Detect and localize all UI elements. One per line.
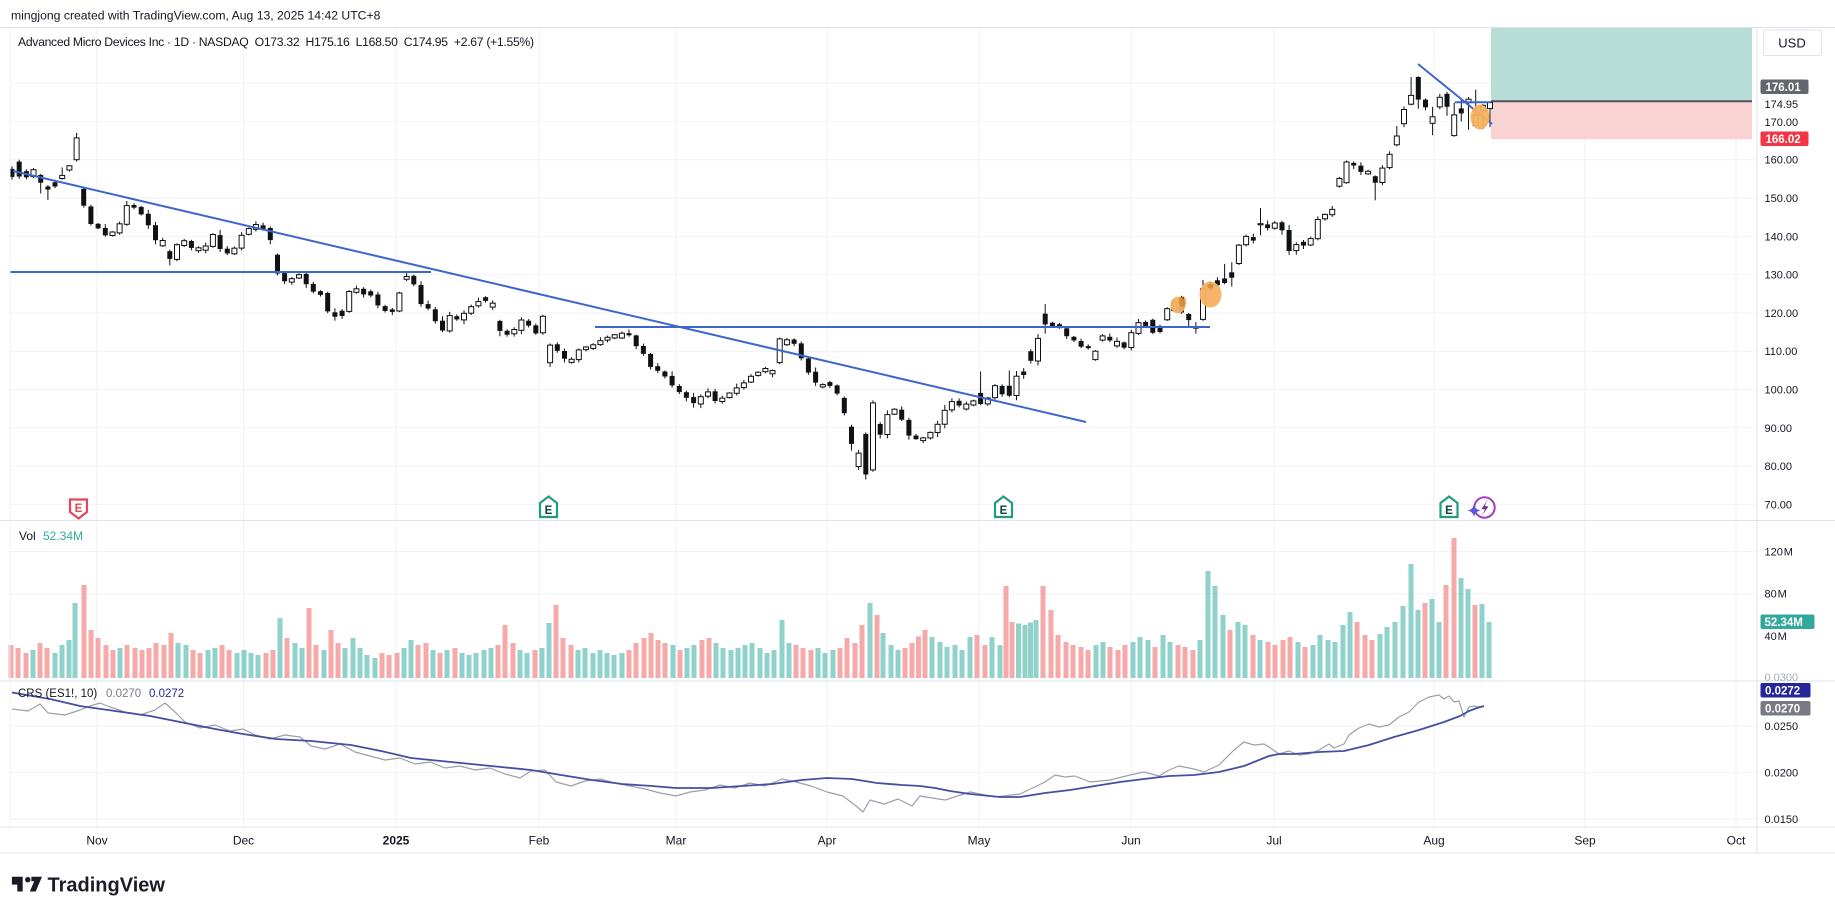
svg-text:0.0272: 0.0272 (1765, 686, 1800, 698)
svg-text:TradingView: TradingView (48, 875, 166, 897)
svg-text:80.00: 80.00 (1765, 461, 1793, 473)
svg-text:Jul: Jul (1266, 834, 1281, 848)
svg-text:110.00: 110.00 (1765, 346, 1798, 358)
svg-text:166.02: 166.02 (1766, 134, 1801, 146)
svg-text:120.00: 120.00 (1765, 308, 1799, 320)
svg-text:140.00: 140.00 (1765, 231, 1799, 243)
svg-text:0.0272: 0.0272 (149, 688, 184, 700)
svg-text:E: E (1000, 505, 1008, 517)
svg-text:2025: 2025 (383, 834, 410, 848)
svg-text:70.00: 70.00 (1765, 499, 1793, 511)
svg-text:150.00: 150.00 (1765, 193, 1799, 205)
svg-text:0.0270: 0.0270 (106, 688, 141, 700)
svg-text:0.0250: 0.0250 (1765, 721, 1799, 733)
svg-text:Apr: Apr (818, 834, 837, 848)
svg-text:0.0200: 0.0200 (1765, 768, 1799, 780)
svg-text:E: E (545, 505, 553, 517)
svg-text:Feb: Feb (529, 834, 550, 848)
svg-text:E: E (75, 503, 83, 515)
svg-text:Mar: Mar (666, 834, 687, 848)
svg-text:40 M: 40 M (1765, 631, 1787, 643)
svg-text:100.00: 100.00 (1765, 385, 1799, 397)
svg-text:90.00: 90.00 (1765, 423, 1793, 435)
svg-text:Advanced Micro Devices Inc · 1: Advanced Micro Devices Inc · 1D · NASDAQ… (18, 35, 534, 49)
svg-text:USD: USD (1778, 36, 1805, 51)
svg-text:80 M: 80 M (1765, 589, 1787, 601)
svg-text:170.00: 170.00 (1765, 117, 1799, 129)
svg-text:CRS (ES1!, 10): CRS (ES1!, 10) (18, 688, 97, 700)
svg-text:Sep: Sep (1574, 834, 1596, 848)
svg-text:0.0270: 0.0270 (1765, 704, 1800, 716)
svg-text:120 M: 120 M (1765, 547, 1793, 559)
svg-text:Nov: Nov (86, 834, 107, 848)
svg-text:176.01: 176.01 (1766, 82, 1802, 94)
svg-text:May: May (968, 834, 991, 848)
svg-text:Jun: Jun (1121, 834, 1140, 848)
svg-text:Dec: Dec (233, 834, 254, 848)
svg-text:52.34M: 52.34M (1765, 617, 1803, 629)
svg-text:130.00: 130.00 (1765, 270, 1799, 282)
svg-text:mingjong created with TradingV: mingjong created with TradingView.com, A… (11, 9, 381, 23)
svg-text:E: E (1445, 505, 1453, 517)
svg-text:52.34M: 52.34M (43, 529, 83, 543)
svg-text:Vol: Vol (19, 529, 36, 543)
svg-text:160.00: 160.00 (1765, 155, 1799, 167)
svg-text:Aug: Aug (1423, 834, 1444, 848)
svg-text:Oct: Oct (1727, 834, 1746, 848)
svg-text:0.0300: 0.0300 (1765, 672, 1799, 684)
svg-text:174.95: 174.95 (1765, 99, 1799, 111)
svg-text:0.0150: 0.0150 (1765, 814, 1799, 826)
